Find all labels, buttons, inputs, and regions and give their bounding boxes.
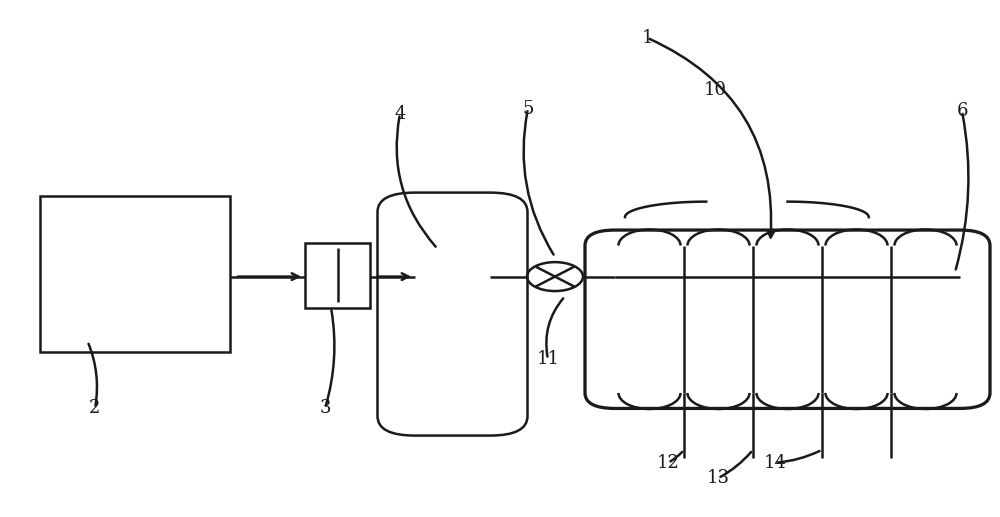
Text: 2: 2: [89, 400, 101, 417]
Text: 5: 5: [522, 100, 534, 117]
FancyBboxPatch shape: [585, 230, 990, 408]
Text: 3: 3: [319, 400, 331, 417]
Text: 11: 11: [536, 351, 560, 368]
Text: 12: 12: [657, 454, 679, 472]
Text: 13: 13: [706, 469, 730, 487]
FancyBboxPatch shape: [378, 192, 528, 435]
Text: 4: 4: [394, 105, 406, 123]
Text: 1: 1: [641, 29, 653, 47]
Text: 14: 14: [764, 454, 786, 472]
Text: 6: 6: [956, 102, 968, 120]
Bar: [305, 243, 370, 308]
Text: 10: 10: [704, 82, 726, 99]
Bar: [40, 196, 230, 352]
